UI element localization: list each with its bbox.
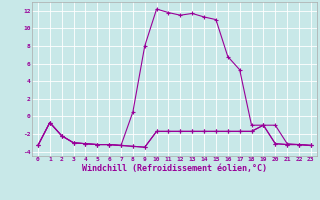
- X-axis label: Windchill (Refroidissement éolien,°C): Windchill (Refroidissement éolien,°C): [82, 164, 267, 173]
